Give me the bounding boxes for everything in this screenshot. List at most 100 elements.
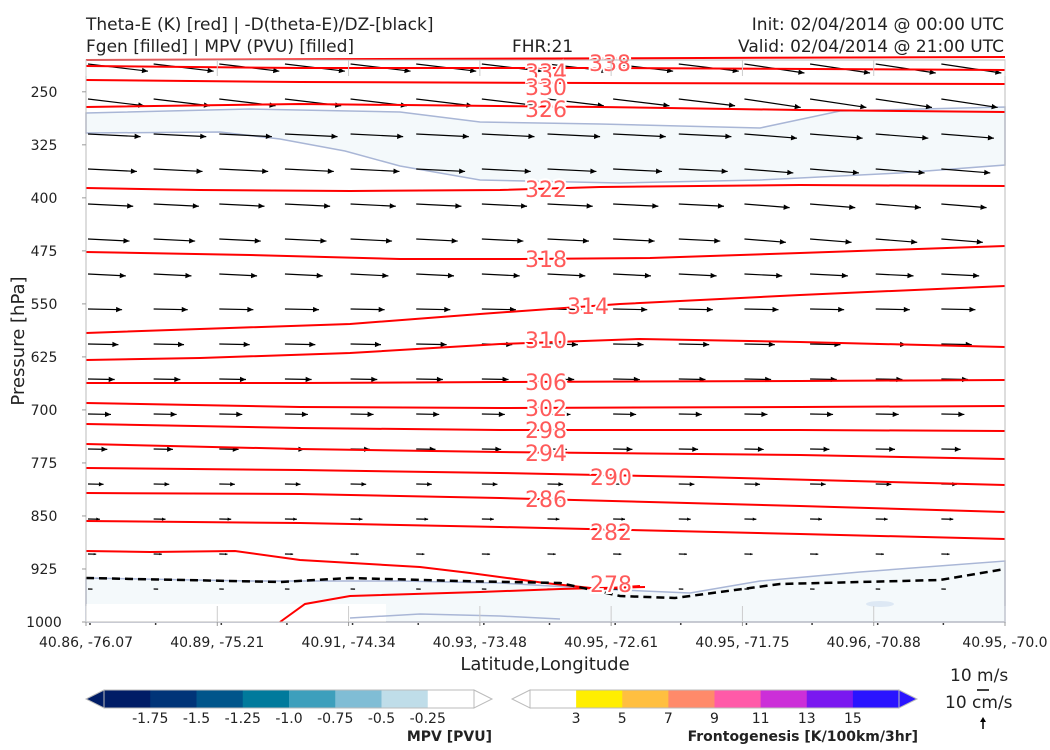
wind-vector — [941, 411, 965, 418]
wind-vector — [744, 203, 790, 210]
colorbar-extend-right — [473, 689, 494, 709]
wind-vector — [350, 98, 407, 108]
wind-vector — [87, 203, 134, 209]
theta-e-label: 282 — [590, 521, 632, 546]
y-tick-label: 850 — [31, 509, 58, 525]
wind-vector — [744, 482, 761, 487]
colorbar-tick-label: -0.25 — [410, 711, 446, 727]
wind-vector — [219, 376, 246, 383]
wind-vector — [284, 238, 327, 244]
colorbar-tick-label: -0.5 — [368, 711, 395, 727]
wind-vector — [678, 168, 728, 174]
y-tick-label: 625 — [31, 350, 58, 366]
wind-vector — [416, 411, 440, 418]
forecast-hour: FHR:21 — [512, 37, 574, 57]
wind-vector — [941, 306, 976, 313]
wind-vector — [810, 133, 863, 141]
colorbar-segment — [427, 690, 475, 708]
colorbar-extend-right — [898, 689, 919, 709]
wind-vector — [153, 376, 181, 383]
wind-vector — [284, 306, 320, 313]
wind-vector — [153, 517, 166, 521]
wind-vector — [744, 553, 753, 556]
wind-vector — [810, 517, 822, 521]
theta-e-contour — [85, 443, 1006, 460]
wind-vector — [547, 203, 593, 209]
wind-vector — [284, 411, 308, 418]
wind-vector — [875, 411, 899, 418]
wind-vector — [875, 63, 936, 75]
wind-vector — [942, 623, 945, 625]
wind-vector — [548, 623, 551, 625]
wind-vector — [613, 238, 655, 244]
wind-vector — [810, 482, 826, 487]
wind-vector — [481, 168, 531, 174]
gradient-zero-contour — [85, 567, 1006, 600]
colorbar-segment — [806, 690, 854, 708]
wind-vector — [810, 588, 815, 590]
wind-vector — [875, 306, 910, 313]
y-tick-label: 400 — [31, 191, 58, 207]
wind-vector — [745, 623, 748, 625]
wind-vector — [416, 272, 455, 279]
wind-vector — [481, 411, 505, 418]
colorbar-tick-label: 3 — [572, 711, 581, 727]
wind-vector — [613, 98, 670, 108]
colorbar-segment — [668, 690, 715, 708]
wind-vector — [417, 623, 420, 625]
wind-vector — [153, 588, 159, 590]
theta-e-contour — [85, 65, 1006, 71]
wind-vector — [941, 98, 998, 110]
wind-vector — [875, 272, 914, 279]
x-tick-label: 40.86, -76.07 — [39, 635, 133, 651]
wind-vector — [153, 553, 162, 556]
wind-vector — [284, 482, 301, 487]
wind-vector — [416, 238, 458, 244]
wind-vector — [810, 306, 845, 313]
chart-title-line1: Theta-E (K) [red] | -D(theta-E)/DZ-[blac… — [86, 15, 434, 35]
wind-vector — [350, 306, 385, 313]
colorbar-tick-label: -1.5 — [183, 711, 210, 727]
x-tick-label: 40.89, -75.21 — [170, 635, 264, 651]
wind-vector — [219, 482, 235, 487]
theta-e-label: 322 — [525, 178, 567, 203]
wind-vector — [219, 168, 269, 174]
mpv-upper-region — [85, 106, 1006, 184]
wind-vector — [481, 553, 491, 556]
colorbar-extend-left — [510, 689, 531, 709]
wind-vector — [153, 238, 196, 244]
wind-vector — [744, 446, 764, 452]
wind-vector — [613, 411, 637, 418]
wind-vector — [87, 272, 126, 279]
wind-vector — [941, 553, 950, 556]
wind-vector — [89, 623, 91, 625]
colorbar-tick-label: -1.0 — [275, 711, 302, 727]
wind-vector — [481, 588, 487, 590]
wind-vector — [810, 272, 848, 279]
y-axis-ticks: 250 325 400 475 550 625 700 775 850 925 1000 — [26, 85, 86, 631]
wind-vector — [350, 203, 396, 209]
wind-vector — [87, 168, 137, 174]
wind-vector — [416, 553, 425, 556]
wind-vector — [613, 588, 618, 590]
wind-vector — [87, 411, 112, 418]
colorbar-segment — [530, 690, 577, 708]
theta-e-contour — [85, 423, 1006, 432]
wind-vector — [875, 517, 888, 521]
wind-vector — [875, 553, 884, 556]
wind-vector — [678, 446, 699, 452]
colorbar-segment — [150, 690, 197, 708]
wind-vector — [809, 98, 867, 110]
wind-vector — [219, 203, 265, 209]
wind-vector — [876, 623, 879, 625]
y-tick-label: 250 — [31, 85, 58, 101]
wind-vector — [678, 203, 725, 209]
theta-e-contour-lines — [85, 56, 1006, 623]
y-tick-label: 1000 — [26, 615, 62, 631]
chart-title-line2: Fgen [filled] | MPV (PVU) [filled] — [86, 37, 355, 57]
y-tick-label: 925 — [31, 562, 58, 578]
mpv-blank-patch — [86, 604, 386, 622]
wind-vector — [678, 411, 702, 418]
wind-vector — [219, 341, 250, 348]
theta-e-label: 302 — [525, 397, 567, 422]
